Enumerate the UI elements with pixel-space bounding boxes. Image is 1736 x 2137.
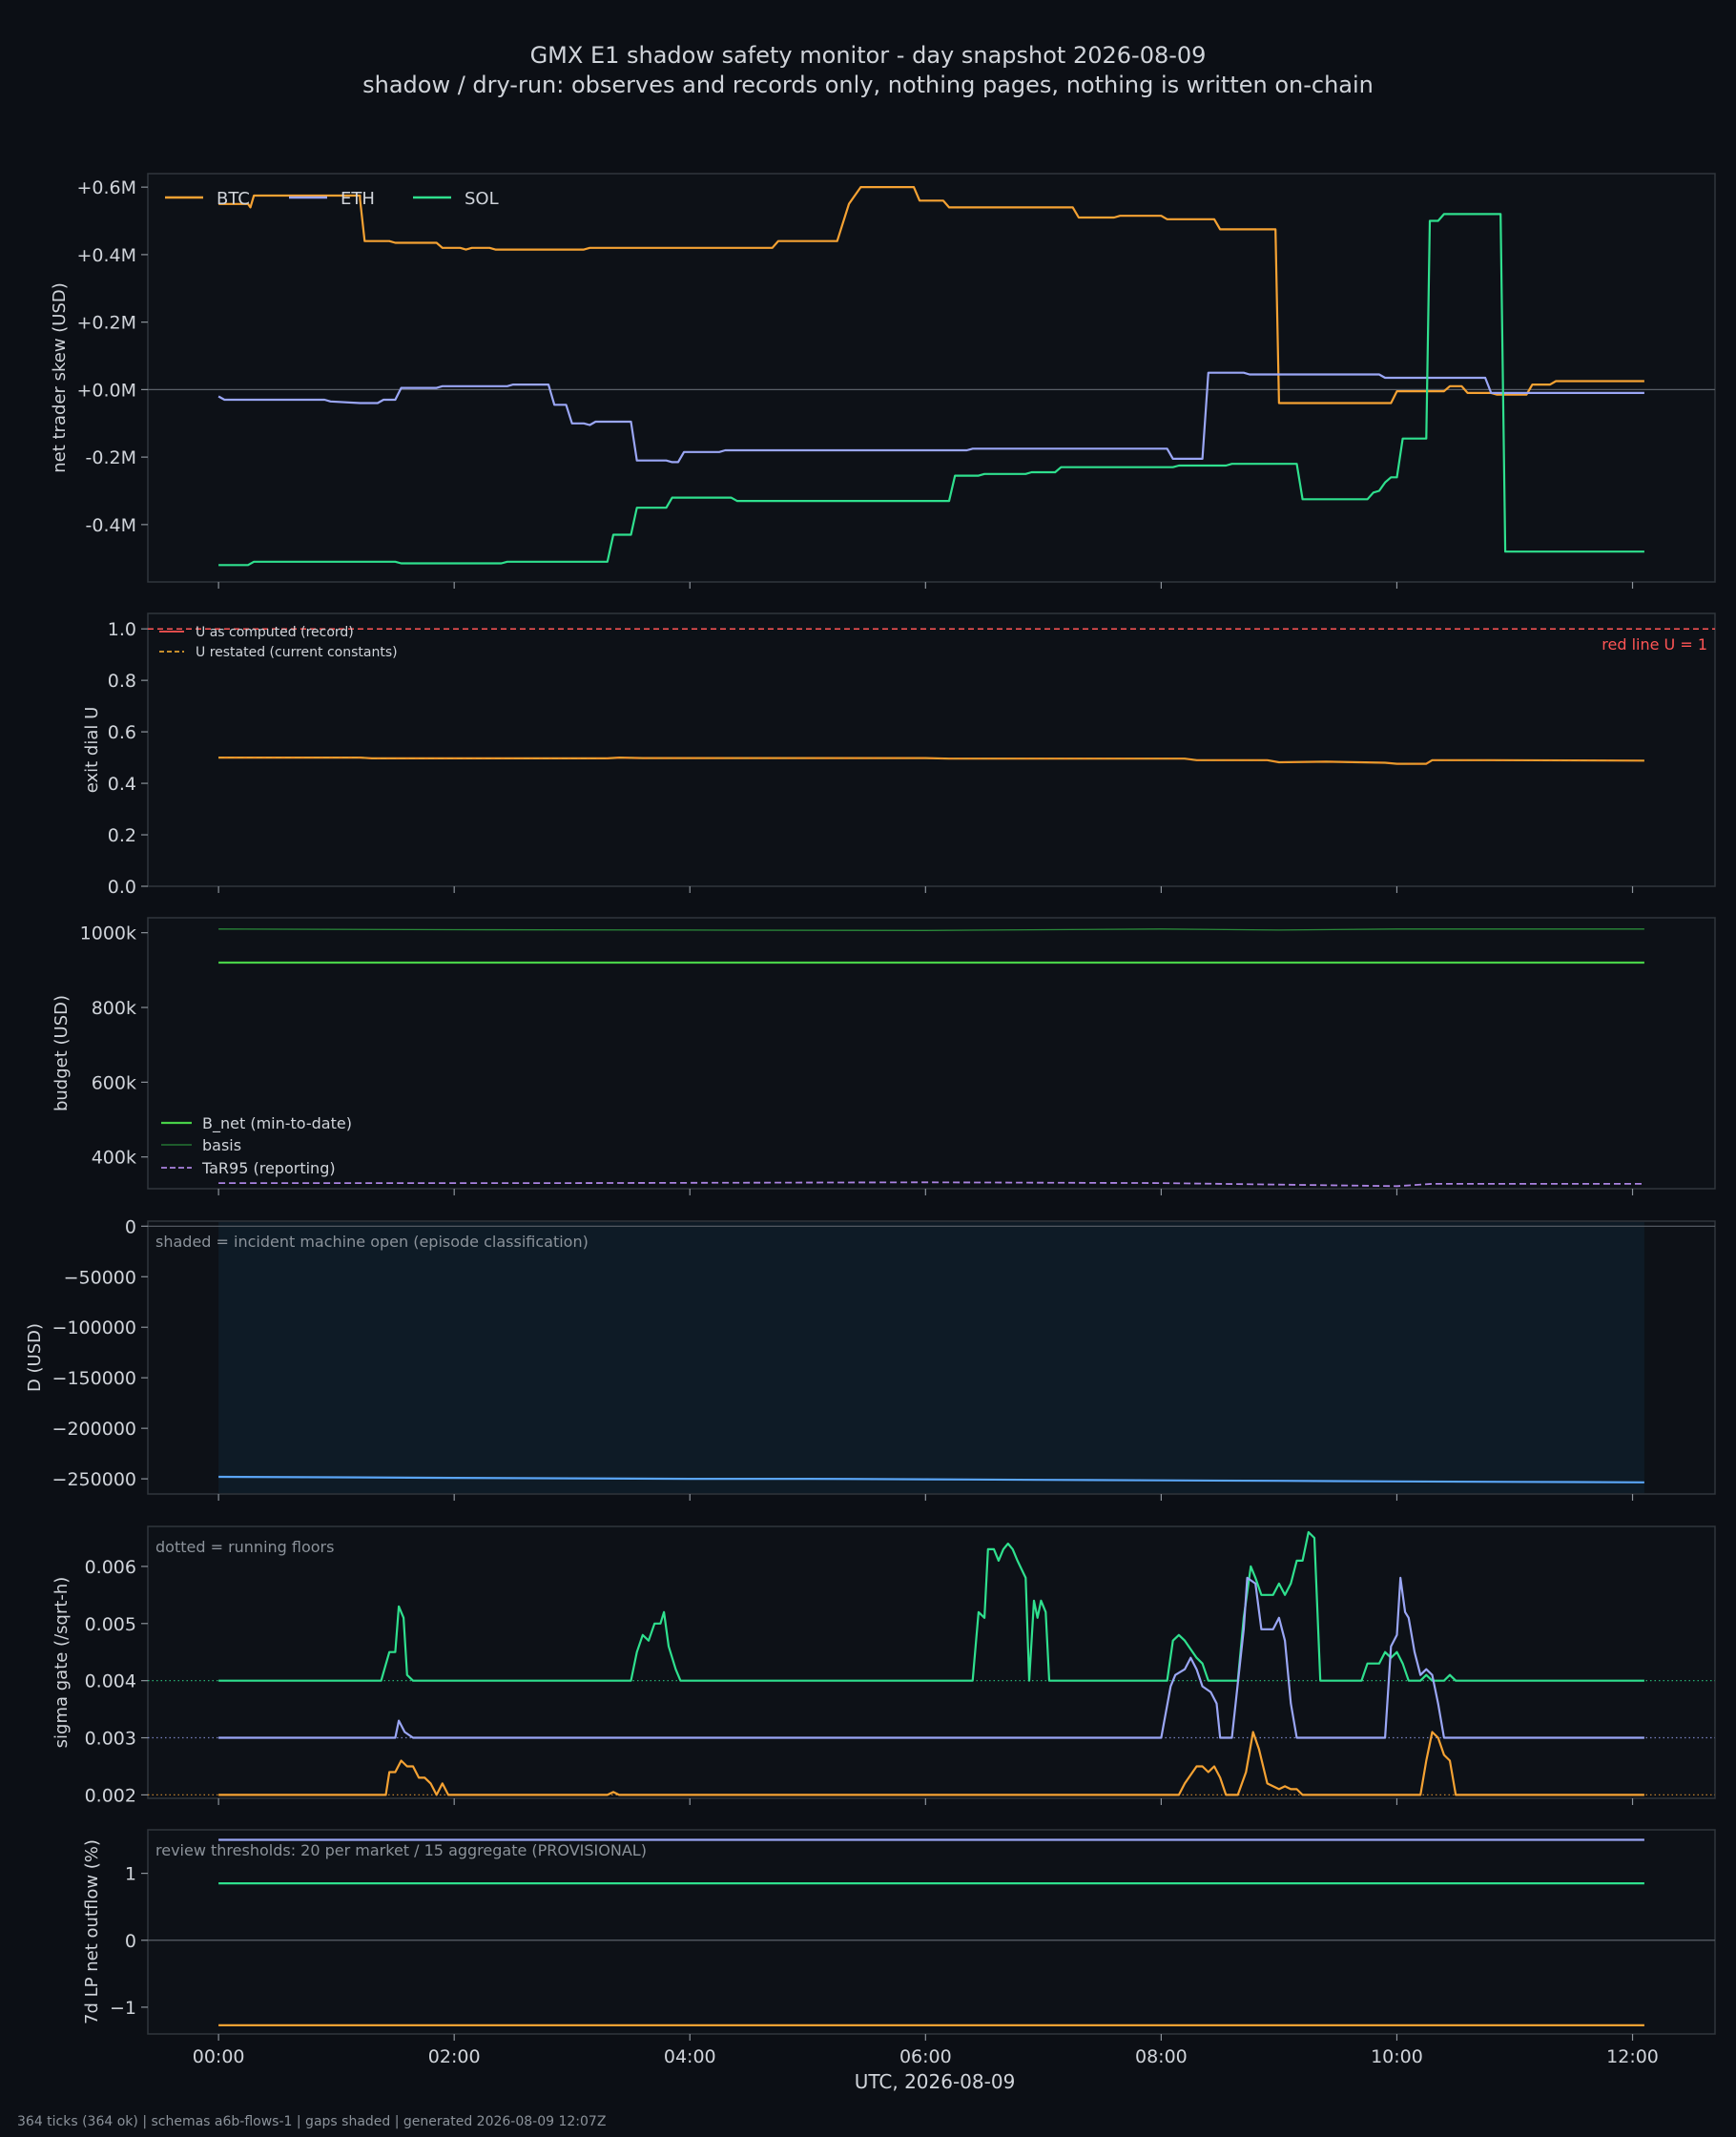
y-tick-label: 0.006 <box>85 1557 136 1578</box>
incident-shading <box>218 1222 1644 1493</box>
series-line-eth <box>217 371 1644 464</box>
x-tick-label: 04:00 <box>664 2046 716 2067</box>
panel-frame <box>147 1829 1716 2035</box>
series-line-eth <box>218 1576 1644 1739</box>
y-tick-label: 0.8 <box>108 671 136 692</box>
panel-frame <box>147 1525 1716 1799</box>
y-tick-label: −1 <box>110 1998 136 2019</box>
series-line-u-restated-current-constants- <box>218 757 1644 765</box>
panel-lp: −1 0 1 00:00 02:00 04:00 06:00 08:00 10:00 12:00 7… <box>82 1829 1716 2067</box>
y-axis-label: sigma gate (/sqrt-h) <box>52 1577 72 1749</box>
x-axis-label: UTC, 2026-08-09 <box>855 2070 1016 2093</box>
panel-exit: red line U = 1 0.0 0.2 0.4 0.6 0.8 1.0 exit dia… <box>82 612 1716 898</box>
panel-skew: -0.4M -0.2M +0.0M +0.2M +0.4M +0.6M net trader… <box>50 173 1716 589</box>
x-tick-label: 06:00 <box>899 2046 952 2067</box>
y-tick-label: 1000k <box>80 923 136 944</box>
x-tick-label: 08:00 <box>1135 2046 1188 2067</box>
legend-label: B_net (min-to-date) <box>202 1114 352 1133</box>
panel-sigma: 0.002 0.003 0.004 0.005 0.006 sigma gate (/sq… <box>52 1525 1716 1806</box>
series-line-btc <box>218 186 1644 405</box>
legend-label: basis <box>202 1136 241 1154</box>
y-tick-label: +0.4M <box>76 245 136 266</box>
legend-label: U as computed (record) <box>196 625 354 640</box>
y-tick-label: 0.6 <box>108 722 136 743</box>
y-tick-label: −50000 <box>64 1267 136 1288</box>
chart-title: GMX E1 shadow safety monitor - day snaps… <box>530 42 1207 69</box>
y-tick-label: -0.2M <box>86 447 136 468</box>
y-tick-label: 1.0 <box>108 619 136 640</box>
y-tick-label: 800k <box>92 998 136 1019</box>
footer-status: 364 ticks (364 ok) | schemas a6b-flows-1… <box>17 2114 606 2129</box>
y-axis-label: net trader skew (USD) <box>50 282 70 473</box>
y-tick-label: 0.4 <box>108 774 136 795</box>
y-tick-label: 400k <box>92 1148 136 1169</box>
y-tick-label: 0.0 <box>108 877 136 898</box>
y-tick-label: 1 <box>125 1864 136 1885</box>
y-tick-label: 0.005 <box>85 1614 136 1635</box>
y-tick-label: -0.4M <box>86 515 136 536</box>
y-tick-label: 0 <box>125 1931 136 1952</box>
y-tick-label: −100000 <box>52 1317 136 1338</box>
panel-drawdown: 0 −50000 −100000 −150000 −200000 −250000 D (US… <box>25 1216 1716 1501</box>
y-axis-label: exit dial U <box>82 707 102 794</box>
panel-budget: 400k 600k 800k 1000k budget (USD) B_net (min-… <box>52 917 1716 1195</box>
x-tick-label: 12:00 <box>1606 2046 1659 2067</box>
panel-annotation: dotted = running floors <box>155 1538 334 1556</box>
y-axis-label: 7d LP net outflow (%) <box>82 1839 102 2024</box>
y-axis-label: budget (USD) <box>52 995 72 1111</box>
legend-label: ETH <box>341 189 375 209</box>
series-line-tar95-reporting- <box>218 1181 1644 1188</box>
y-tick-label: −250000 <box>52 1469 136 1490</box>
panel-annotation: review thresholds: 20 per market / 15 ag… <box>155 1841 647 1859</box>
y-tick-label: 0.2 <box>108 825 136 846</box>
panel-frame <box>147 612 1716 887</box>
y-axis-label: D (USD) <box>25 1323 45 1392</box>
y-tick-label: 0 <box>125 1216 136 1237</box>
panels: -0.4M -0.2M +0.0M +0.2M +0.4M +0.6M net trader… <box>25 173 1716 2067</box>
panel-frame <box>147 917 1716 1190</box>
series-line-btc <box>218 1731 1644 1796</box>
y-tick-label: +0.2M <box>76 313 136 334</box>
series-line-basis <box>218 928 1644 931</box>
y-tick-label: 0.002 <box>85 1785 136 1806</box>
legend-label: SOL <box>465 189 499 209</box>
x-tick-label: 02:00 <box>428 2046 481 2067</box>
panel-annotation: shaded = incident machine open (episode … <box>155 1233 589 1251</box>
y-tick-label: −150000 <box>52 1368 136 1389</box>
x-tick-label: 10:00 <box>1371 2046 1423 2067</box>
legend-label: TaR95 (reporting) <box>201 1159 336 1177</box>
y-tick-label: −200000 <box>52 1419 136 1440</box>
series-line-sol <box>218 213 1644 567</box>
redline-label: red line U = 1 <box>1602 635 1707 654</box>
legend-label: BTC <box>217 189 250 209</box>
y-tick-label: +0.6M <box>76 177 136 198</box>
y-tick-label: 0.004 <box>85 1671 136 1692</box>
chart-subtitle: shadow / dry-run: observes and records o… <box>362 72 1374 98</box>
y-tick-label: 600k <box>92 1072 136 1093</box>
series-line-d <box>218 1475 1644 1483</box>
series-line-sol <box>218 1530 1644 1682</box>
y-tick-label: +0.0M <box>76 380 136 401</box>
y-tick-label: 0.003 <box>85 1729 136 1750</box>
legend-label: U restated (current constants) <box>196 645 398 660</box>
x-tick-label: 00:00 <box>193 2046 245 2067</box>
